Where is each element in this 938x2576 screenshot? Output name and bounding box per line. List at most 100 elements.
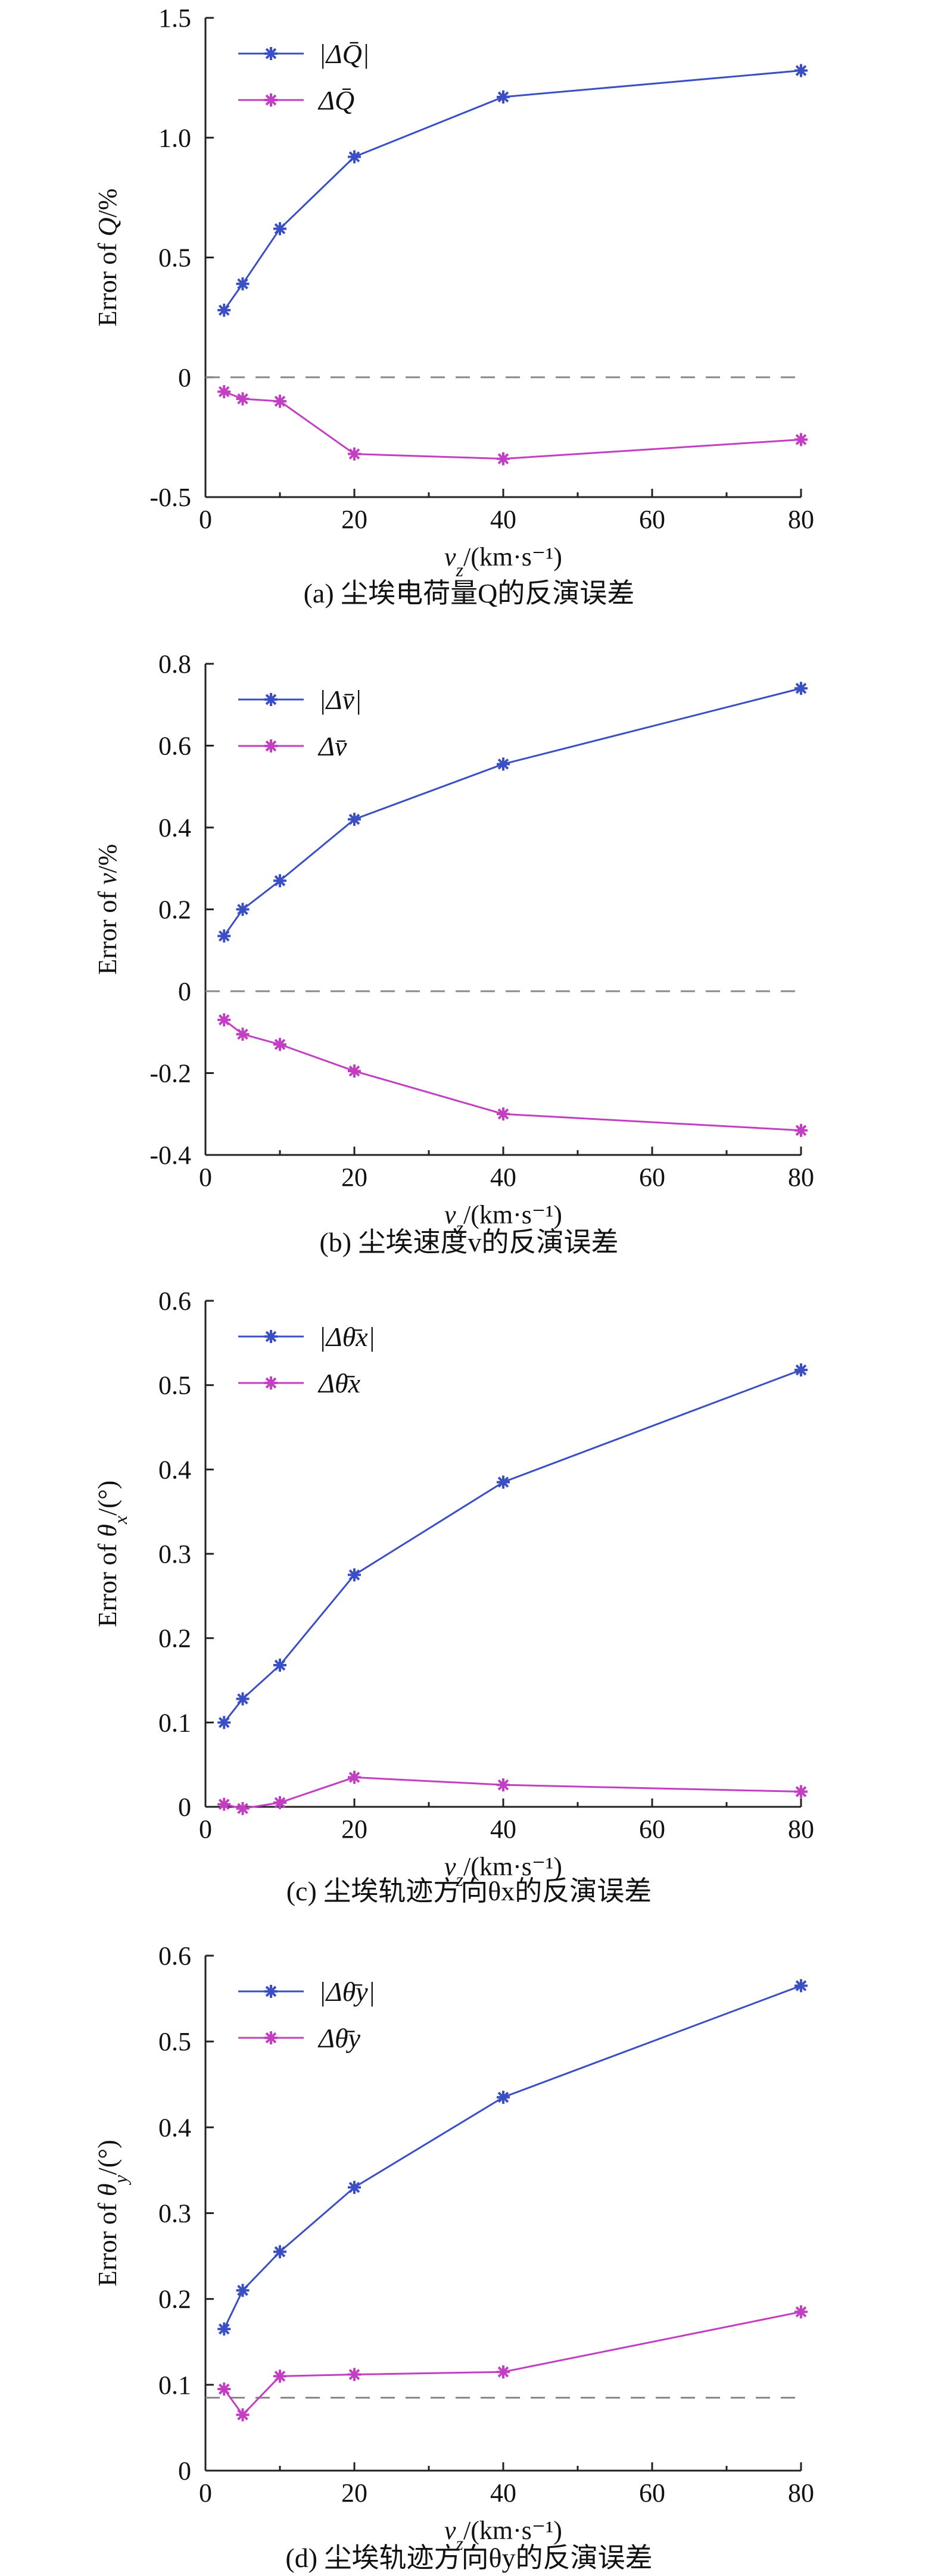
data-point: [273, 2369, 286, 2383]
series-2: [217, 2305, 808, 2422]
caption-c: (c) 尘埃轨迹方向θx的反演误差: [286, 1876, 652, 1906]
y-tick-label: 0.6: [158, 1287, 191, 1316]
x-tick-label: 80: [788, 1815, 814, 1844]
data-point: [497, 90, 510, 104]
data-point: [236, 2284, 250, 2297]
x-tick-label: 20: [341, 2478, 367, 2508]
data-point: [497, 2090, 510, 2104]
legend-label: |ΔQ̄|: [319, 39, 370, 69]
y-tick-label: 1.0: [158, 123, 191, 152]
data-point: [273, 874, 286, 888]
x-tick-label: 80: [788, 505, 814, 534]
x-tick-label: 40: [490, 1163, 516, 1192]
data-point: [794, 1785, 808, 1798]
x-tick-label: 80: [788, 1163, 814, 1192]
x-tick-label: 20: [341, 505, 367, 534]
data-point: [217, 2383, 231, 2396]
data-point: [236, 277, 250, 291]
y-tick-label: 0.1: [158, 2371, 191, 2400]
series-1: [217, 1363, 808, 1729]
legend-label: ΔQ̄: [317, 85, 354, 115]
data-point: [794, 1363, 808, 1377]
legend-marker: [264, 1330, 278, 1343]
legend-marker: [264, 2031, 278, 2044]
series-line: [223, 2310, 802, 2416]
y-tick-label: 0: [178, 1793, 191, 1822]
legend-label: Δv̄: [317, 731, 347, 761]
data-point: [217, 1013, 231, 1027]
data-point: [497, 1475, 510, 1489]
y-tick-label: 0.2: [158, 895, 191, 925]
data-point: [348, 150, 361, 164]
series-1: [217, 682, 808, 943]
legend-label: |Δv̄|: [319, 685, 362, 715]
y-tick-label: 0.5: [158, 243, 191, 273]
x-axis-label: vz/(km·s⁻¹): [444, 1200, 562, 1238]
x-tick-label: 20: [341, 1815, 367, 1844]
data-point: [273, 1038, 286, 1051]
x-axis-label: vz/(km·s⁻¹): [444, 2516, 562, 2554]
panel-c: 0 20 40 60 80 0 0.1 0.2 0.3 0.4 0.5 0.6 vz/(km·s⁻¹) E…: [0, 1274, 938, 1923]
data-point: [348, 1064, 361, 1078]
y-tick-label: 0.3: [158, 1540, 191, 1569]
x-tick-label: 20: [341, 1163, 367, 1192]
x-tick-label: 60: [639, 505, 665, 534]
data-point: [348, 1771, 361, 1784]
panel-b: 0 20 40 60 80 -0.4 -0.2 0 0.2 0.4 0.6 0.8 vz/(km·s⁻¹…: [0, 637, 938, 1274]
x-tick-label: 0: [199, 2478, 212, 2508]
panel-d: 0 20 40 60 80 0 0.1 0.2 0.3 0.4 0.5 0.6 vz/(km·s⁻¹) E…: [0, 1923, 938, 2576]
x-tick-label: 80: [788, 2478, 814, 2508]
series-line: [223, 1369, 802, 1723]
data-point: [497, 2365, 510, 2379]
legend-marker: [264, 47, 278, 60]
series-line: [223, 687, 802, 937]
data-point: [794, 2305, 808, 2319]
y-tick-label: -0.4: [149, 1141, 191, 1170]
series-1: [217, 64, 808, 317]
data-point: [794, 682, 808, 695]
data-point: [273, 2245, 286, 2259]
y-tick-label: 0.2: [158, 2285, 191, 2314]
data-point: [217, 385, 231, 398]
data-point: [497, 1107, 510, 1121]
data-point: [348, 2181, 361, 2194]
x-tick-label: 60: [639, 1815, 665, 1844]
legend-label: |Δθ̄x|: [319, 1322, 375, 1352]
legend-marker: [264, 693, 278, 706]
data-point: [794, 1979, 808, 1993]
legend: |Δv̄| Δv̄: [238, 685, 362, 761]
x-tick-label: 40: [490, 505, 516, 534]
caption-d: (d) 尘埃轨迹方向θy的反演误差: [285, 2543, 653, 2573]
series-line: [223, 70, 802, 311]
data-point: [273, 395, 286, 408]
x-tick-label: 40: [490, 2478, 516, 2508]
chart-a: 0 20 40 60 80 -0.5 0 0.5 1.0 1.5 vz/(km·s⁻¹) Error …: [93, 4, 814, 580]
chart-b: 0 20 40 60 80 -0.4 -0.2 0 0.2 0.4 0.6 0.8 vz/(km·s⁻¹…: [93, 650, 814, 1238]
data-point: [217, 1716, 231, 1729]
chart-c: 0 20 40 60 80 0 0.1 0.2 0.3 0.4 0.5 0.6 vz/(km·s⁻¹) E…: [93, 1287, 814, 1890]
legend-marker: [264, 739, 278, 752]
y-tick-label: 0.6: [158, 1941, 191, 1971]
y-tick-label: 0.5: [158, 2027, 191, 2056]
y-tick-label: 0: [178, 363, 191, 392]
data-point: [348, 447, 361, 461]
x-tick-label: 60: [639, 2478, 665, 2508]
series-line: [223, 1019, 802, 1132]
legend: |ΔQ̄| ΔQ̄: [238, 39, 370, 115]
y-tick-label: 1.5: [158, 4, 191, 33]
caption-b: (b) 尘埃速度v的反演误差: [319, 1227, 619, 1257]
y-tick-label: 0.2: [158, 1624, 191, 1653]
data-point: [794, 1123, 808, 1137]
y-tick-label: 0.4: [158, 2113, 191, 2142]
series-line: [223, 1985, 802, 2330]
x-axis-label: vz/(km·s⁻¹): [444, 1852, 562, 1890]
x-tick-label: 40: [490, 1815, 516, 1844]
data-point: [236, 392, 250, 405]
x-axis-label: vz/(km·s⁻¹): [444, 542, 562, 580]
data-point: [236, 903, 250, 916]
legend-marker: [264, 1376, 278, 1390]
y-axis-label: Error of θy/(°): [93, 2140, 131, 2286]
y-tick-label: 0.3: [158, 2199, 191, 2228]
y-tick-label: 0.6: [158, 732, 191, 761]
y-tick-label: 0.1: [158, 1708, 191, 1737]
